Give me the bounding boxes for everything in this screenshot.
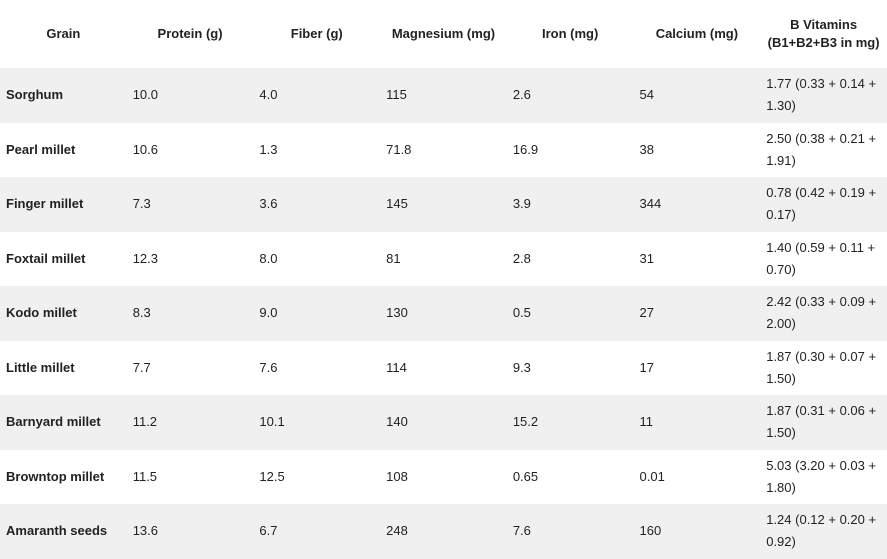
value-cell: 1.77 (0.33 + 0.14 + 1.30) (766, 76, 877, 114)
value-cell: 0.78 (0.42 + 0.19 + 0.17) (766, 185, 877, 223)
value-cell: 0.65 (512, 468, 539, 484)
value-cell: 7.7 (132, 359, 151, 375)
value-cell: 15.2 (512, 414, 539, 430)
column-header: Protein (g) (157, 26, 223, 41)
value-cell: 2.6 (512, 87, 531, 103)
value-cell: 145 (386, 196, 408, 212)
value-cell: 160 (639, 523, 662, 539)
value-cell: 7.6 (259, 359, 278, 375)
value-cell: 12.5 (259, 468, 285, 484)
value-cell: 3.6 (259, 196, 278, 212)
table-body: Sorghum 10.0 4.0 115 2.6 54 1.77 (0.33 + 0.14 … (0, 68, 887, 559)
column-header: Iron (mg) (542, 26, 599, 41)
value-cell: 9.3 (512, 359, 531, 375)
value-cell: 2.8 (512, 250, 531, 266)
value-cell: 0.5 (512, 305, 531, 321)
value-cell: 8.3 (132, 305, 151, 321)
column-header: Calcium (mg) (655, 26, 739, 41)
value-cell: 11.5 (132, 468, 158, 484)
table-row: Sorghum 10.0 4.0 115 2.6 54 1.77 (0.33 + 0.14 … (0, 68, 887, 123)
value-cell: 115 (386, 87, 407, 103)
column-header: Fiber (g) (290, 26, 343, 41)
grain-name-cell: Barnyard millet (6, 414, 101, 430)
value-cell: 1.87 (0.30 + 0.07 + 1.50) (766, 348, 877, 386)
value-cell: 17 (639, 359, 654, 375)
value-cell: 4.0 (259, 87, 278, 103)
value-cell: 130 (386, 305, 408, 321)
value-cell: 1.87 (0.31 + 0.06 + 1.50) (766, 403, 877, 441)
grain-name-cell: Amaranth seeds (6, 523, 108, 539)
value-cell: 9.0 (259, 305, 278, 321)
value-cell: 16.9 (512, 141, 539, 157)
table-row: Browntop millet 11.5 12.5 108 0.65 0.01 5.03 (… (0, 450, 887, 505)
value-cell: 10.6 (132, 141, 159, 157)
value-cell: 10.0 (132, 87, 159, 103)
value-cell: 7.6 (512, 523, 531, 539)
table-row: Foxtail millet 12.3 8.0 81 2.8 31 1.40 (0.59 +… (0, 232, 887, 287)
value-cell: 1.40 (0.59 + 0.11 + 0.70) (766, 239, 876, 277)
column-header: Magnesium (mg) (391, 26, 496, 41)
value-cell: 140 (386, 414, 408, 430)
value-cell: 5.03 (3.20 + 0.03 + 1.80) (766, 457, 877, 495)
table-row: Amaranth seeds 13.6 6.7 248 7.6 160 1.24 (0.12… (0, 504, 887, 559)
value-cell: 114 (386, 359, 407, 375)
grain-name-cell: Kodo millet (6, 305, 77, 321)
value-cell: 6.7 (259, 523, 278, 539)
value-cell: 12.3 (132, 250, 159, 266)
table-row: Pearl millet 10.6 1.3 71.8 16.9 38 2.50 (0.38 … (0, 123, 887, 178)
value-cell: 3.9 (512, 196, 531, 212)
value-cell: 27 (639, 305, 654, 321)
value-cell: 2.50 (0.38 + 0.21 + 1.91) (766, 130, 877, 168)
value-cell: 54 (639, 87, 654, 103)
grain-name-cell: Little millet (6, 359, 75, 375)
table-row: Finger millet 7.3 3.6 145 3.9 344 0.78 (0.42 +… (0, 177, 887, 232)
value-cell: 248 (386, 523, 408, 539)
value-cell: 81 (386, 250, 401, 266)
table-row: Kodo millet 8.3 9.0 130 0.5 27 2.42 (0.33 + 0.… (0, 286, 887, 341)
value-cell: 7.3 (132, 196, 151, 212)
value-cell: 1.24 (0.12 + 0.20 + 0.92) (766, 512, 877, 550)
value-cell: 2.42 (0.33 + 0.09 + 2.00) (766, 294, 877, 332)
value-cell: 11.2 (132, 414, 158, 430)
column-header: Grain (46, 26, 81, 41)
value-cell: 31 (639, 250, 654, 266)
value-cell: 71.8 (386, 141, 412, 157)
value-cell: 38 (639, 141, 654, 157)
value-cell: 1.3 (259, 141, 278, 157)
value-cell: 10.1 (259, 414, 285, 430)
grain-name-cell: Foxtail millet (6, 250, 86, 266)
header-row: Grain Protein (g) Fiber (g) Magnesium (mg) I… (0, 0, 887, 68)
value-cell: 11 (639, 414, 654, 430)
value-cell: 0.01 (639, 468, 665, 484)
value-cell: 8.0 (259, 250, 278, 266)
column-header: B Vitamins (B1+B2+B3 in mg) (767, 17, 880, 50)
table-header: Grain Protein (g) Fiber (g) Magnesium (mg) I… (0, 0, 887, 68)
grain-name-cell: Browntop millet (6, 468, 105, 484)
value-cell: 13.6 (132, 523, 159, 539)
grain-name-cell: Sorghum (6, 87, 64, 103)
grain-name-cell: Pearl millet (6, 141, 76, 157)
table-row: Barnyard millet 11.2 10.1 140 15.2 11 1.87 (0.… (0, 395, 887, 450)
value-cell: 344 (639, 196, 662, 212)
grain-name-cell: Finger millet (6, 196, 84, 212)
value-cell: 108 (386, 468, 408, 484)
table-row: Little millet 7.7 7.6 114 9.3 17 1.87 (0.30 + … (0, 341, 887, 396)
